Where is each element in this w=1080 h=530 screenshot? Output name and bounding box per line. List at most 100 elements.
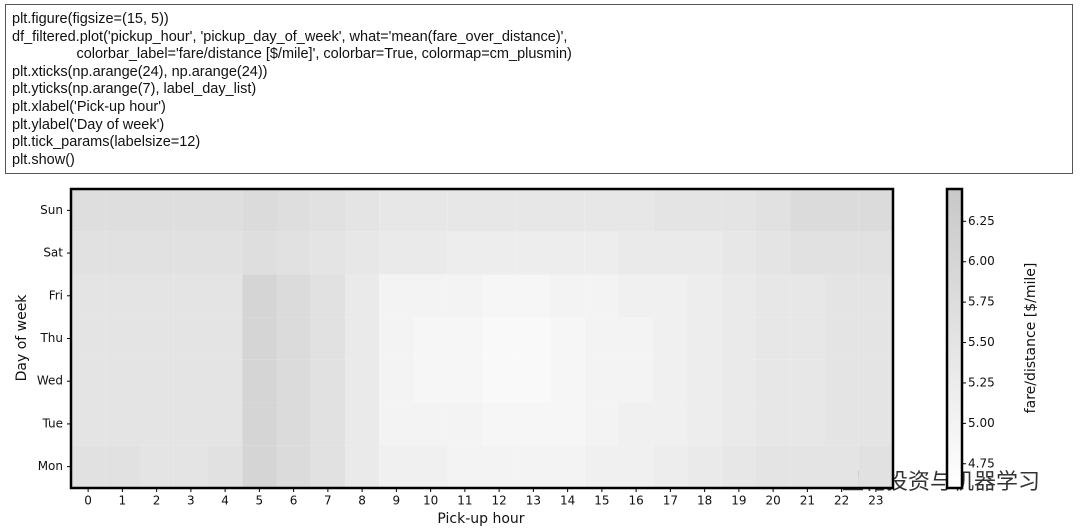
heatmap-cell [379, 445, 414, 488]
y-tick-label: Sun [40, 203, 63, 217]
heatmap-cell [824, 189, 859, 232]
heatmap-cell [139, 189, 174, 232]
heatmap-cell [139, 445, 174, 488]
heatmap-cell [345, 274, 380, 318]
code-line: plt.xlabel('Pick-up hour') [12, 98, 166, 115]
heatmap-cell [550, 359, 585, 403]
heatmap-cell [653, 359, 688, 403]
heatmap-cell [824, 317, 859, 360]
heatmap-cell [105, 317, 140, 360]
x-tick-label: 4 [221, 494, 229, 508]
y-tick-label: Thu [39, 331, 63, 345]
heatmap-cell [756, 402, 791, 446]
heatmap-cell [242, 359, 277, 403]
heatmap-cell [105, 402, 140, 446]
heatmap-cell [208, 402, 243, 446]
heatmap-cell [687, 317, 722, 360]
heatmap-cell [516, 231, 551, 275]
x-tick-label: 17 [663, 494, 678, 508]
heatmap-cell [208, 274, 243, 318]
heatmap-cell [790, 445, 825, 488]
heatmap-cell [687, 402, 722, 446]
heatmap-cell [482, 359, 517, 403]
heatmap-cell [413, 317, 448, 360]
heatmap-cell [208, 445, 243, 488]
heatmap-cell [173, 317, 208, 360]
x-tick-label: 7 [324, 494, 332, 508]
heatmap-cell [310, 445, 345, 488]
heatmap-cell [687, 274, 722, 318]
heatmap-cell [139, 402, 174, 446]
heatmap-cell [413, 189, 448, 232]
heatmap-cell [790, 359, 825, 403]
heatmap-cell [71, 274, 106, 318]
colorbar-tick-label: 5.25 [968, 375, 995, 389]
heatmap-cell [619, 274, 654, 318]
heatmap-cell [619, 317, 654, 360]
heatmap-cell [105, 445, 140, 488]
heatmap-cell [584, 402, 619, 446]
heatmap-cell [516, 359, 551, 403]
heatmap-cell [790, 274, 825, 318]
code-line: colorbar_label='fare/distance [$/mile]',… [12, 46, 572, 63]
heatmap-cell [516, 274, 551, 318]
heatmap-cell [756, 445, 791, 488]
heatmap-cell [516, 317, 551, 360]
heatmap-cell [310, 359, 345, 403]
heatmap-cell [276, 274, 311, 318]
heatmap-cell [139, 317, 174, 360]
heatmap-cell [310, 317, 345, 360]
colorbar-tick-label: 6.25 [968, 214, 995, 228]
heatmap-cell [790, 402, 825, 446]
x-tick-label: 12 [491, 494, 506, 508]
heatmap-cell [550, 189, 585, 232]
y-tick-label: Mon [38, 459, 63, 473]
heatmap-cell [447, 231, 482, 275]
code-line: plt.figure(figsize=(15, 5)) [12, 11, 169, 27]
heatmap-cell [71, 189, 106, 232]
heatmap-cell [447, 274, 482, 318]
heatmap-cell [516, 402, 551, 446]
heatmap-cell [208, 317, 243, 360]
colorbar-tick-label: 6.00 [968, 254, 995, 268]
x-tick-label: 1 [119, 494, 127, 508]
heatmap-cell [71, 317, 106, 360]
colorbar-tick-label: 4.75 [968, 456, 995, 470]
x-tick-label: 21 [800, 494, 815, 508]
heatmap-cell [413, 359, 448, 403]
heatmap-cell [858, 274, 893, 318]
code-line: plt.yticks(np.arange(7), label_day_list) [12, 81, 257, 98]
heatmap-cell [276, 359, 311, 403]
heatmap-cell [276, 445, 311, 488]
heatmap-cell [276, 402, 311, 446]
y-tick-label: Fri [49, 288, 63, 302]
heatmap-cell [584, 359, 619, 403]
heatmap-cell [276, 189, 311, 232]
heatmap-cell [550, 445, 585, 488]
heatmap-cell [242, 274, 277, 318]
heatmap-cell [584, 445, 619, 488]
heatmap-cell [276, 317, 311, 360]
x-tick-label: 6 [290, 494, 298, 508]
heatmap-cell [653, 317, 688, 360]
heatmap-cell [71, 445, 106, 488]
heatmap-cell [379, 189, 414, 232]
heatmap-cell [105, 189, 140, 232]
heatmap-cell [619, 231, 654, 275]
heatmap-cell [721, 359, 756, 403]
heatmap-cell [242, 189, 277, 232]
x-tick-label: 2 [153, 494, 161, 508]
heatmap-cell [687, 359, 722, 403]
y-tick-label: Tue [42, 416, 64, 430]
heatmap-cell [139, 231, 174, 275]
code-line: df_filtered.plot('pickup_hour', 'pickup_… [12, 28, 568, 45]
heatmap-cell [824, 359, 859, 403]
heatmap-cell [345, 402, 380, 446]
heatmap-cell [482, 274, 517, 318]
heatmap-cell [584, 189, 619, 232]
x-tick-label: 8 [358, 494, 366, 508]
heatmap-cell [413, 402, 448, 446]
colorbar [945, 187, 964, 490]
heatmap-cell [345, 359, 380, 403]
heatmap-cell [721, 274, 756, 318]
